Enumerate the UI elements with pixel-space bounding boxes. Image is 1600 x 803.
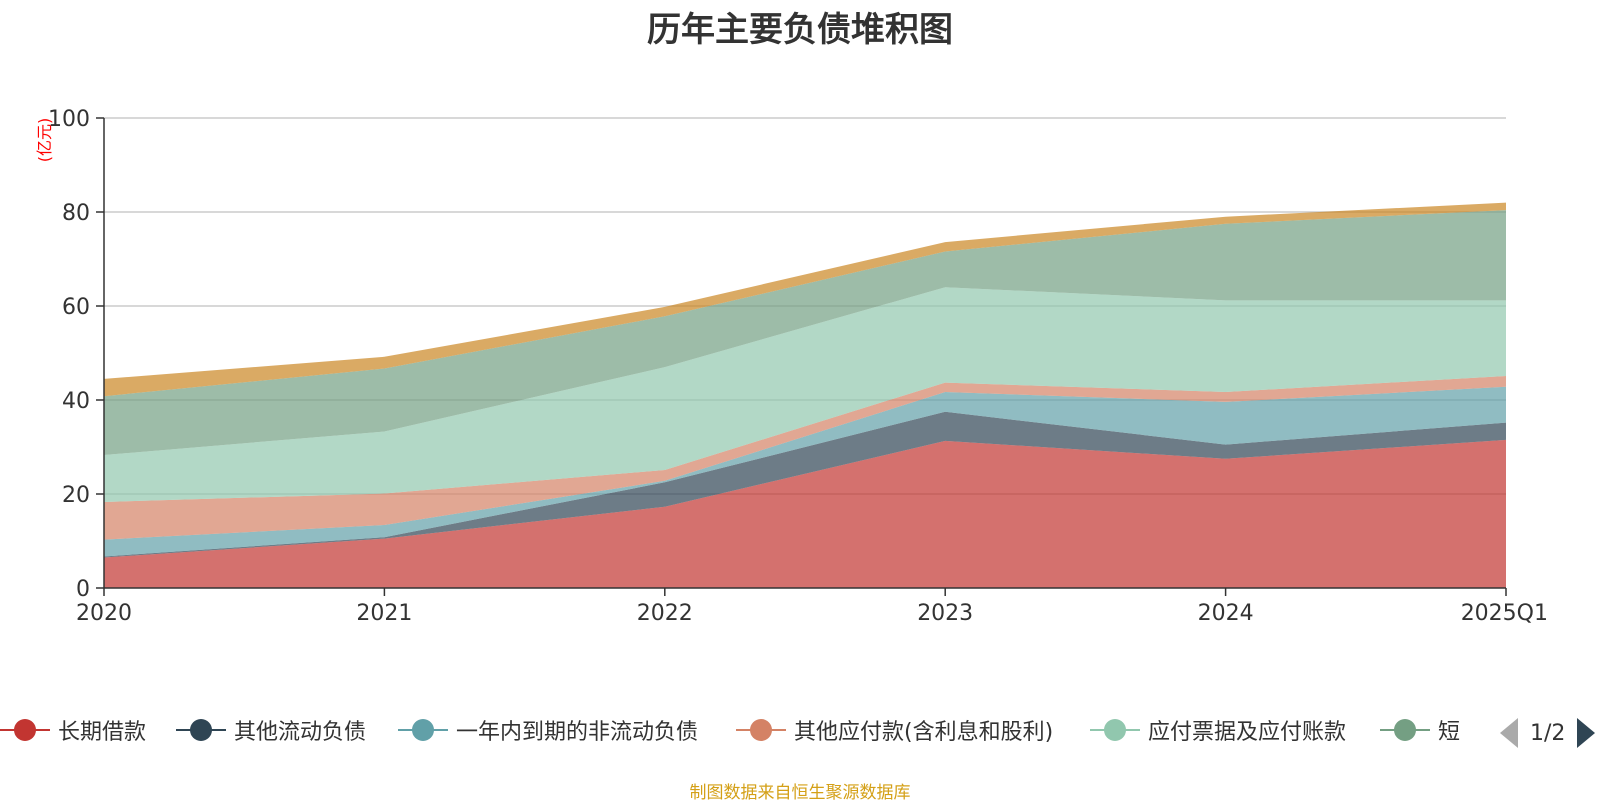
y-tick-label: 0 <box>76 577 90 602</box>
y-tick-label: 60 <box>62 295 90 320</box>
chart-title: 历年主要负债堆积图 <box>647 10 953 50</box>
legend-item[interactable]: 长期借款 <box>0 712 146 748</box>
area-series-1 <box>104 439 1506 588</box>
x-tick-label: 2023 <box>917 601 973 626</box>
area-series-4 <box>104 376 1506 540</box>
legend-marker-icon <box>1090 717 1140 743</box>
y-axis-unit-label: (亿元) <box>35 118 54 163</box>
data-source-note: 制图数据来自恒生聚源数据库 <box>689 783 911 803</box>
legend-marker-icon <box>1380 717 1430 743</box>
legend-marker-icon <box>0 717 50 743</box>
legend-label: 长期借款 <box>58 720 147 745</box>
legend-marker-icon <box>398 717 448 743</box>
legend-item[interactable]: 其他流动负债 <box>176 712 366 748</box>
area-series-2 <box>104 411 1506 558</box>
legend-label: 短 <box>1438 720 1461 745</box>
legend-item[interactable]: 一年内到期的非流动负债 <box>398 712 698 748</box>
legend-label: 一年内到期的非流动负债 <box>456 720 699 745</box>
legend-label: 其他应付款(含利息和股利) <box>794 720 1054 745</box>
legend-label: 其他流动负债 <box>234 720 367 745</box>
area-series-7 <box>104 202 1506 397</box>
legend-marker-icon <box>736 717 786 743</box>
y-tick-label: 80 <box>62 201 90 226</box>
x-tick-label: 2020 <box>76 601 132 626</box>
legend-item[interactable]: 应付票据及应付账款 <box>1090 712 1346 748</box>
legend-item[interactable]: 其他应付款(含利息和股利) <box>736 712 1053 748</box>
axes: 0 20 40 60 80 100 2020 2021 2022 2023 2024 2025Q1 <box>48 107 1548 626</box>
area-series-6 <box>104 210 1506 455</box>
legend-item[interactable]: 短 <box>1380 712 1460 748</box>
x-tick-label: 2024 <box>1198 601 1254 626</box>
y-tick-label: 40 <box>62 389 90 414</box>
legend-page-indicator: 1/2 <box>1530 720 1566 746</box>
legend-label: 应付票据及应付账款 <box>1148 720 1347 745</box>
area-series-5 <box>104 287 1506 502</box>
legend-next-page-icon[interactable] <box>1577 718 1596 748</box>
legend-prev-page-icon[interactable] <box>1500 718 1518 748</box>
legend-marker-icon <box>176 717 226 743</box>
x-tick-label: 2022 <box>637 601 693 626</box>
area-series <box>104 202 1506 588</box>
x-tick-label: 2025Q1 <box>1461 601 1548 626</box>
legend-pager: 1/2 <box>1500 716 1600 750</box>
x-tick-label: 2021 <box>356 601 412 626</box>
legend: 长期借款 其他流动负债 一年内到期的非流动负债 其他应付款(含利息和股利) 应付票据及应… <box>0 712 1490 748</box>
y-tick-label: 100 <box>48 107 90 132</box>
area-series-3 <box>104 386 1506 557</box>
y-tick-label: 20 <box>62 483 90 508</box>
